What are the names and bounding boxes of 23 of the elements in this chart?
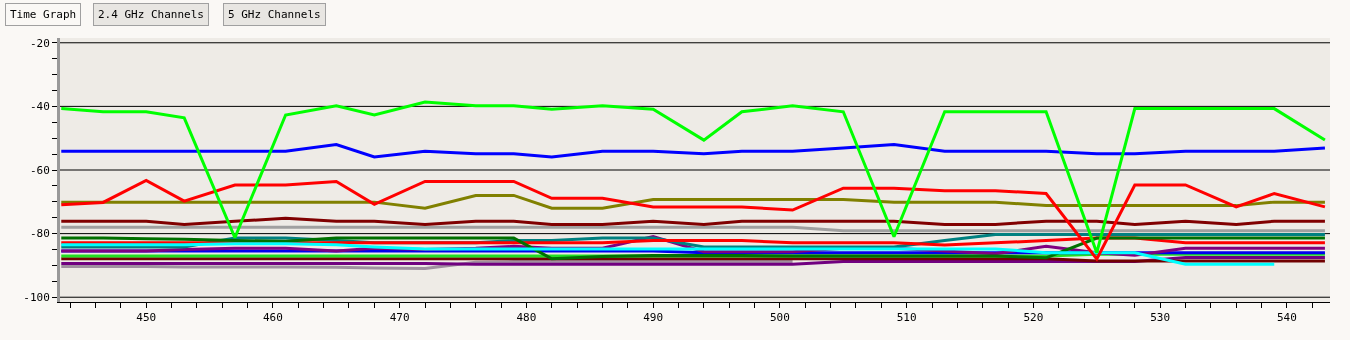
y-tick-label: -60 — [29, 163, 50, 177]
text: 2.4 GHz Channels — [98, 8, 204, 21]
x-tick-label: 540 — [1276, 311, 1297, 325]
line-series — [60, 193, 1327, 210]
y-tick-label: -20 — [29, 36, 50, 50]
text: 5 GHz Channels — [228, 8, 321, 21]
x-tick-label: 480 — [516, 311, 537, 325]
x-tick-label: 530 — [1150, 311, 1171, 325]
line-series — [60, 179, 1327, 261]
x-tick-label: 460 — [262, 311, 283, 325]
line-series — [60, 242, 1276, 266]
x-tick-label: 470 — [389, 311, 410, 325]
y-tick-label: -100 — [23, 291, 50, 305]
x-tick-label: 510 — [896, 311, 917, 325]
text: Time Graph — [10, 8, 77, 21]
x-tick-label: 490 — [643, 311, 664, 325]
x-tick-label: 450 — [136, 311, 157, 325]
line-series — [60, 100, 1327, 255]
line-series — [60, 143, 1327, 159]
x-tick-label: 500 — [769, 311, 790, 325]
x-tick-label: 520 — [1023, 311, 1044, 325]
y-tick-label: -80 — [29, 227, 50, 241]
y-tick-label: -40 — [29, 100, 50, 114]
